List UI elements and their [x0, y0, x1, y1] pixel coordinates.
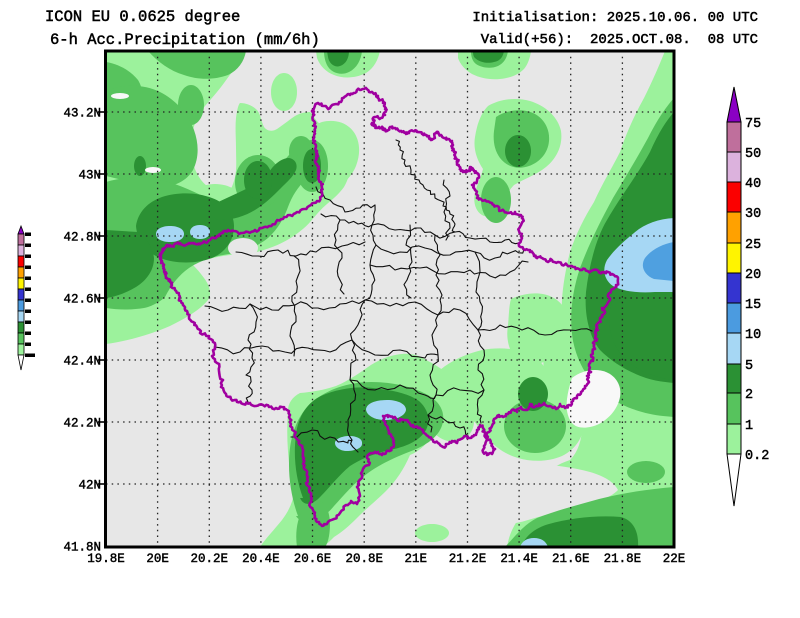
svg-text:40: 40: [745, 177, 761, 192]
svg-text:Valid(+56): 2025.OCT.08. 08: Valid(+56): 2025.OCT.08. 08 UTC: [481, 32, 758, 48]
svg-text:43.2N: 43.2N: [63, 107, 101, 121]
svg-text:19.8E: 19.8E: [87, 552, 125, 566]
svg-text:15: 15: [745, 298, 761, 313]
svg-text:21.4E: 21.4E: [500, 552, 538, 566]
svg-text:42.4N: 42.4N: [63, 355, 101, 369]
svg-text:22E: 22E: [663, 552, 686, 566]
svg-text:42N: 42N: [78, 479, 101, 493]
svg-text:21.2E: 21.2E: [449, 552, 487, 566]
svg-text:30: 30: [745, 207, 761, 222]
svg-text:50: 50: [745, 147, 761, 162]
svg-text:20E: 20E: [146, 552, 169, 566]
svg-text:5: 5: [745, 359, 753, 374]
svg-text:42.8N: 42.8N: [63, 231, 101, 245]
svg-text:21.6E: 21.6E: [552, 552, 590, 566]
svg-text:1: 1: [745, 419, 753, 434]
svg-text:10: 10: [745, 328, 761, 343]
svg-text:Initialisation: 2025.10.06. 00: Initialisation: 2025.10.06. 00 UTC: [472, 10, 758, 26]
svg-text:20.2E: 20.2E: [191, 552, 229, 566]
svg-text:21.8E: 21.8E: [604, 552, 642, 566]
svg-text:20.4E: 20.4E: [242, 552, 280, 566]
svg-text:20.6E: 20.6E: [294, 552, 332, 566]
svg-text:ICON EU 0.0625 degree: ICON EU 0.0625 degree: [45, 8, 240, 26]
svg-text:42.6N: 42.6N: [63, 293, 101, 307]
svg-text:43N: 43N: [78, 169, 101, 183]
svg-text:75: 75: [745, 117, 761, 132]
svg-text:25: 25: [745, 238, 761, 253]
svg-text:20.8E: 20.8E: [345, 552, 383, 566]
svg-text:20: 20: [745, 268, 761, 283]
svg-text:41.8N: 41.8N: [63, 541, 101, 555]
svg-text:2: 2: [745, 388, 753, 403]
svg-text:6-h Acc.Precipitation (mm/6h): 6-h Acc.Precipitation (mm/6h): [50, 31, 320, 49]
svg-text:0.2: 0.2: [745, 449, 769, 464]
svg-text:42.2N: 42.2N: [63, 417, 101, 431]
svg-text:21E: 21E: [405, 552, 428, 566]
